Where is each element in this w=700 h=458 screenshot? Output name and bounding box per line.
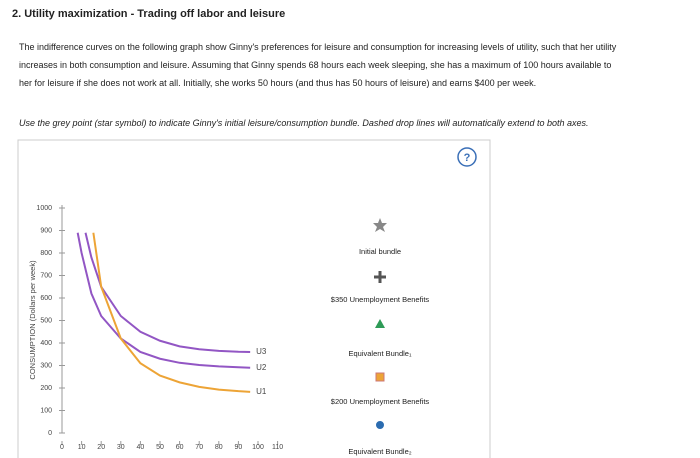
palette-label: $350 Unemployment Benefits bbox=[331, 295, 430, 304]
y-tick-label: 0 bbox=[48, 430, 52, 437]
circle-tool[interactable] bbox=[375, 420, 385, 430]
y-tick-label: 500 bbox=[40, 317, 52, 324]
y-tick-label: 800 bbox=[40, 250, 52, 257]
y-tick-label: 900 bbox=[40, 227, 52, 234]
paragraph: The indifference curves on the following… bbox=[19, 38, 616, 92]
curve-label: U1 bbox=[256, 387, 267, 396]
plus-tool[interactable] bbox=[374, 271, 386, 283]
y-tick-label: 1000 bbox=[36, 205, 52, 212]
x-tick-label: 40 bbox=[137, 444, 145, 451]
y-tick-label: 400 bbox=[40, 340, 52, 347]
help-icon[interactable]: ? bbox=[464, 152, 471, 164]
curve-label: U3 bbox=[256, 347, 267, 356]
instruction: Use the grey point (star symbol) to indi… bbox=[19, 118, 589, 128]
y-tick-label: 700 bbox=[40, 272, 52, 279]
star-tool[interactable] bbox=[373, 218, 387, 232]
x-tick-label: 30 bbox=[117, 444, 125, 451]
x-tick-label: 100 bbox=[252, 444, 264, 451]
palette-label: $200 Unemployment Benefits bbox=[331, 397, 430, 406]
y-tick-label: 300 bbox=[40, 362, 52, 369]
indifference-curve bbox=[92, 232, 251, 393]
x-tick-label: 50 bbox=[156, 444, 164, 451]
x-tick-label: 110 bbox=[272, 444, 283, 451]
x-tick-label: 90 bbox=[235, 444, 243, 451]
line: her for leisure if she does not work at … bbox=[19, 78, 537, 88]
y-tick-label: 200 bbox=[40, 385, 52, 392]
x-tick-label: 10 bbox=[78, 444, 86, 451]
palette-label: Equivalent Bundle₁ bbox=[349, 349, 412, 358]
palette-label: Equivalent Bundle₂ bbox=[348, 447, 411, 456]
x-tick-label: 20 bbox=[97, 444, 105, 451]
x-tick-label: 0 bbox=[60, 444, 64, 451]
curve-label: U2 bbox=[256, 363, 267, 372]
indifference-curve bbox=[84, 232, 251, 353]
line: increases in both consumption and leisur… bbox=[19, 60, 612, 70]
title: 2. Utility maximization - Trading off la… bbox=[12, 8, 286, 20]
y-tick-label: 600 bbox=[40, 295, 52, 302]
graph-frame bbox=[17, 139, 491, 458]
y-tick-label: 100 bbox=[40, 407, 52, 414]
x-tick-label: 70 bbox=[195, 444, 203, 451]
help-button[interactable] bbox=[457, 147, 477, 167]
x-tick-label: 60 bbox=[176, 444, 184, 451]
square-tool[interactable] bbox=[375, 372, 385, 382]
triangle-tool[interactable] bbox=[375, 319, 385, 328]
indifference-curve bbox=[76, 232, 251, 369]
y-axis-label: CONSUMPTION (Dollars per week) bbox=[28, 260, 37, 380]
x-tick-label: 80 bbox=[215, 444, 223, 451]
palette-label: Initial bundle bbox=[359, 247, 401, 256]
line: The indifference curves on the following… bbox=[19, 42, 617, 52]
